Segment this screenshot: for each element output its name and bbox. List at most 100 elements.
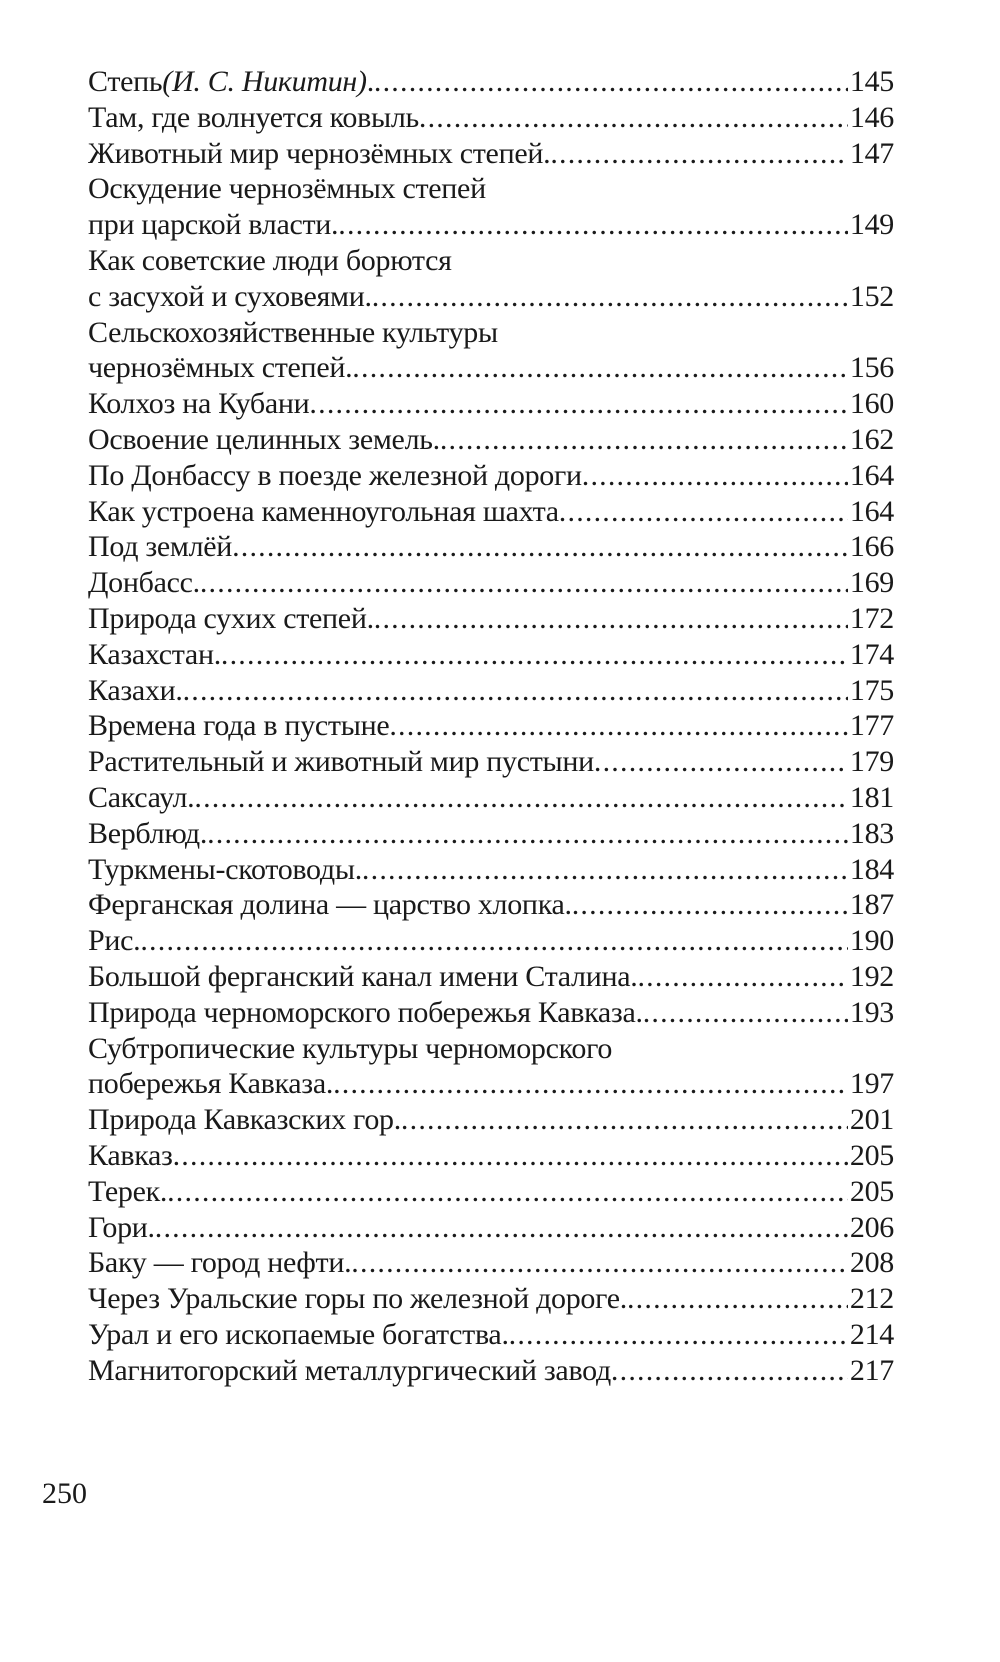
toc-entry: Растительный и животный мир пустыни 179: [88, 744, 894, 780]
toc-entry-title: Урал и его ископаемые богатства.: [88, 1317, 509, 1351]
toc-entry: Донбасс. 169: [88, 565, 894, 601]
toc-entry-page: 197: [849, 1067, 894, 1101]
toc-entry: Животный мир чернозёмных степей. 147: [88, 136, 894, 172]
toc-entry-page: 160: [849, 387, 894, 421]
dot-leader: [611, 1353, 848, 1389]
toc-entry-page: 214: [849, 1317, 894, 1351]
toc-entry-title: Казахстан.: [88, 637, 221, 671]
toc-entry-page: 152: [849, 279, 894, 313]
toc-entry-page: 149: [849, 208, 894, 242]
toc-entry-line: Урал и его ископаемые богатства. 214: [88, 1317, 894, 1353]
toc-entry: Времена года в пустыне 177: [88, 708, 894, 744]
toc-entry-title: Ферганская долина — царство хлопка.: [88, 888, 572, 922]
dot-leader: [351, 1245, 848, 1281]
toc-entry-title: побережья Кавказа.: [88, 1067, 334, 1101]
toc-entry: Оскудение чернозёмных степей при царской …: [88, 171, 894, 243]
dot-leader: [173, 1138, 848, 1174]
toc-entry-title: Гори.: [88, 1210, 155, 1244]
toc-entry: Большой ферганский канал имени Сталина. 1…: [88, 959, 894, 995]
toc-entry-line: Под землёй 166: [88, 529, 894, 565]
toc-entry-line: Магнитогорский металлургический завод 217: [88, 1353, 894, 1389]
toc-entry: Природа Кавказских гор. 201: [88, 1102, 894, 1138]
dot-leader: [200, 565, 848, 601]
dot-leader: [559, 494, 848, 530]
toc-entry-line: Как устроена каменноугольная шахта 164: [88, 494, 894, 530]
toc-entry-line: при царской власти. 149: [88, 207, 894, 243]
toc-entry: Природа черноморского побережья Кавказа.…: [88, 995, 894, 1031]
toc-entry: Природа сухих степей. 172: [88, 601, 894, 637]
toc-entry-line: Сельскохозяйственные культуры: [88, 315, 894, 351]
dot-leader: [627, 1281, 848, 1317]
toc-entry-line: Большой ферганский канал имени Сталина. 1…: [88, 959, 894, 995]
dot-leader: [194, 780, 848, 816]
dot-leader: [140, 923, 848, 959]
toc-entry-page: 212: [849, 1282, 894, 1316]
page-number: 250: [42, 1477, 87, 1510]
toc-entry-line: Баку — город нефти. 208: [88, 1245, 894, 1281]
toc-entry: Как советские люди борются с засухой и су…: [88, 243, 894, 315]
toc-entry-title: Колхоз на Кубани: [88, 387, 310, 421]
toc-entry-line: Верблюд. 183: [88, 816, 894, 852]
toc-entry: Казахи. 175: [88, 673, 894, 709]
toc-entry-line: Казахстан. 174: [88, 637, 894, 673]
toc-entry: Там, где волнуется ковыль 146: [88, 100, 894, 136]
toc-entry-line: Там, где волнуется ковыль 146: [88, 100, 894, 136]
toc-entry-line: Растительный и животный мир пустыни 179: [88, 744, 894, 780]
toc-entry: Колхоз на Кубани 160: [88, 386, 894, 422]
dot-leader: [309, 386, 847, 422]
toc-entry-page: 175: [849, 673, 894, 707]
toc-entry: Терек. 205: [88, 1174, 894, 1210]
toc-entry-page: 174: [849, 637, 894, 671]
toc-entry: Саксаул. 181: [88, 780, 894, 816]
toc-entry-line: Природа сухих степей. 172: [88, 601, 894, 637]
toc-entry: Сельскохозяйственные культуры чернозёмных…: [88, 315, 894, 387]
toc-entry: Кавказ 205: [88, 1138, 894, 1174]
toc-entry-title: Природа сухих степей.: [88, 601, 374, 635]
toc-entry-line: чернозёмных степей. 156: [88, 350, 894, 386]
toc-entry: Магнитогорский металлургический завод 217: [88, 1353, 894, 1389]
dot-leader: [389, 708, 848, 744]
toc-entry-title: Времена года в пустыне: [88, 709, 390, 743]
toc-entry: Баку — город нефти. 208: [88, 1245, 894, 1281]
toc-entry-page: 166: [849, 530, 894, 564]
toc-entry-title: Оскудение чернозёмных степей: [88, 172, 486, 206]
toc-entry-page: 145: [849, 65, 894, 98]
dot-leader: [374, 64, 848, 100]
toc-entry-title: Казахи.: [88, 673, 183, 707]
toc-entry-title: Под землёй: [88, 530, 233, 564]
toc-entry-title: Как советские люди борются: [88, 243, 452, 277]
toc-entry-line: Освоение целинных земель. 162: [88, 422, 894, 458]
toc-entry-page: 201: [849, 1103, 894, 1137]
dot-leader: [440, 422, 848, 458]
toc-entry-page: 164: [849, 494, 894, 528]
toc-entry-page: 217: [849, 1353, 894, 1387]
toc-entry-line: По Донбассу в поезде железной дороги 164: [88, 458, 894, 494]
dot-leader: [643, 995, 848, 1031]
dot-leader: [362, 852, 848, 888]
toc-entry-title: Субтропические культуры черноморского: [88, 1031, 613, 1065]
toc-entry-line: Природа черноморского побережья Кавказа.…: [88, 995, 894, 1031]
dot-leader: [637, 959, 847, 995]
toc-entry-title: Сельскохозяйственные культуры: [88, 315, 498, 349]
toc-entry-page: 177: [849, 709, 894, 743]
toc-entry-line: Степь (И. С. Никитин). 145: [88, 64, 894, 100]
toc-entry: Рис. 190: [88, 923, 894, 959]
toc-entry: Под землёй 166: [88, 529, 894, 565]
toc-entry: Гори. 206: [88, 1210, 894, 1246]
toc-entry: Как устроена каменноугольная шахта 164: [88, 494, 894, 530]
toc-entry-line: Природа Кавказских гор. 201: [88, 1102, 894, 1138]
toc-entry-page: 181: [849, 780, 894, 814]
toc-entry-line: побережья Кавказа. 197: [88, 1066, 894, 1102]
toc-entry: Субтропические культуры черноморского поб…: [88, 1031, 894, 1103]
toc-entry-line: с засухой и суховеями. 152: [88, 279, 894, 315]
toc-entry-line: Гори. 206: [88, 1210, 894, 1246]
toc-entry-page: 147: [849, 136, 894, 170]
toc-entry-line: Саксаул. 181: [88, 780, 894, 816]
toc-entry-title: Большой ферганский канал имени Сталина.: [88, 959, 638, 993]
toc-entry-page: 179: [849, 745, 894, 779]
toc-entry-page: 169: [849, 566, 894, 600]
toc-entry-title: при царской власти.: [88, 208, 339, 242]
toc-entry-page: 172: [849, 601, 894, 635]
toc-entry-line: Через Уральские горы по железной дороге.…: [88, 1281, 894, 1317]
